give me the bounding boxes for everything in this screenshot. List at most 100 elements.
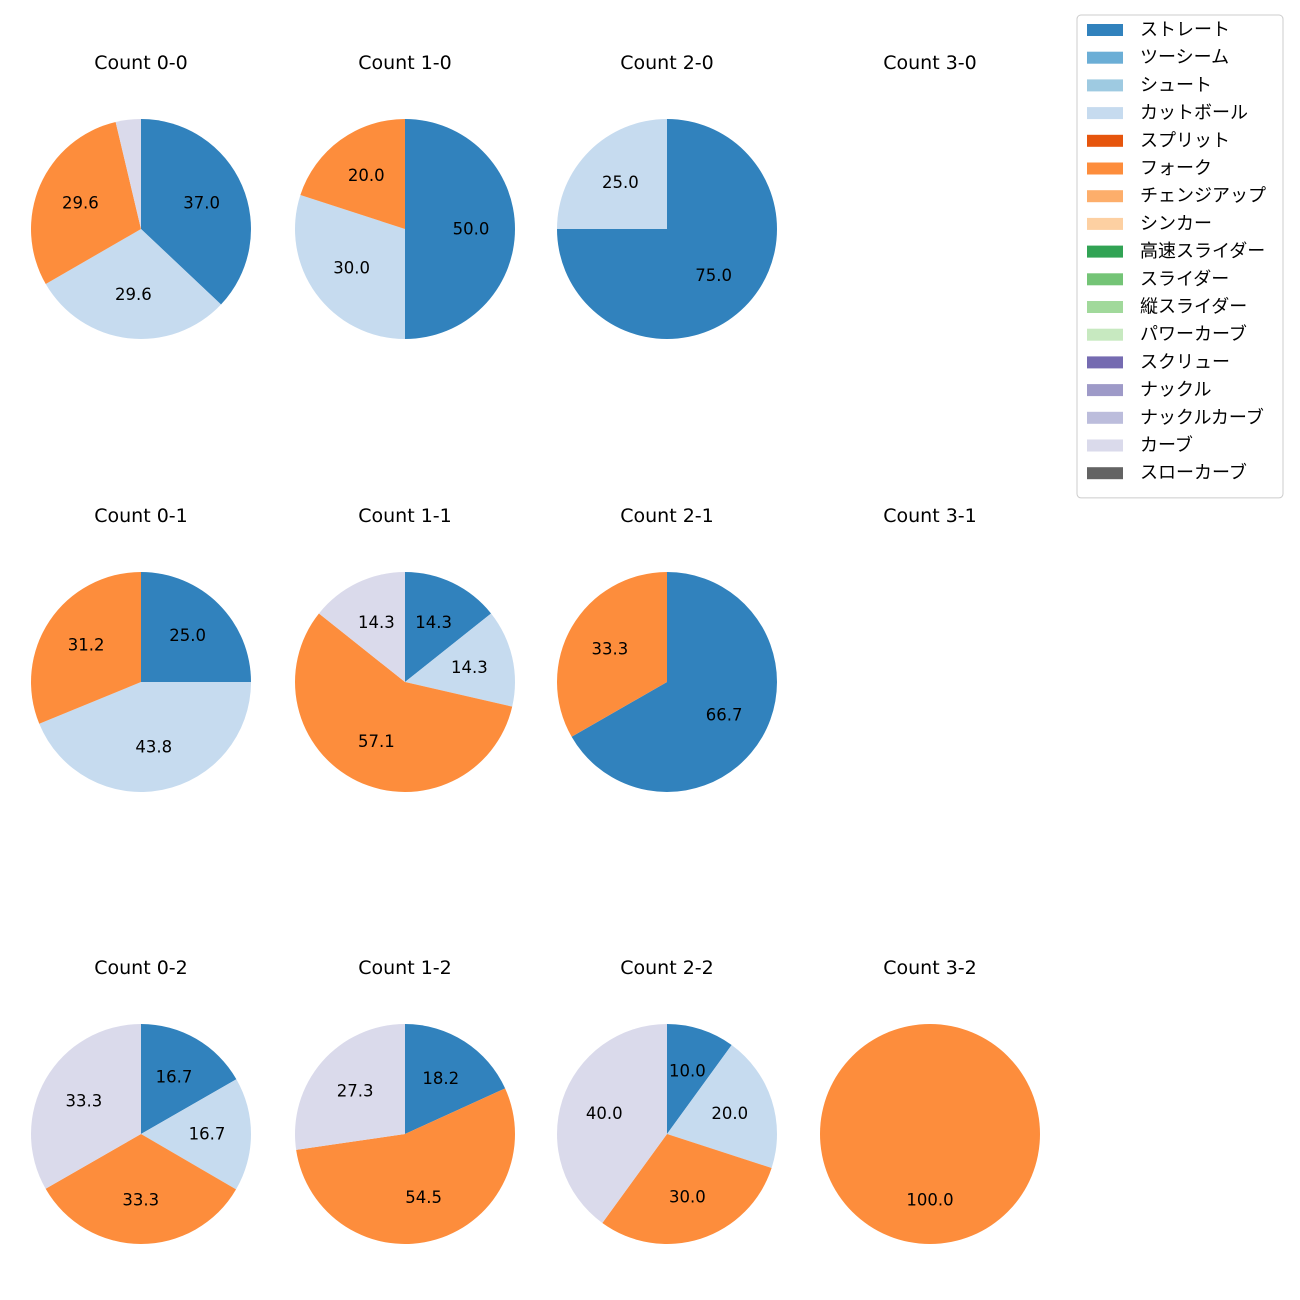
slice-label: 27.3: [337, 1081, 374, 1100]
legend-item: シュート: [1087, 75, 1212, 96]
pie-slice: [31, 572, 141, 724]
slice-label: 14.3: [358, 613, 395, 632]
legend-label: スライダー: [1140, 269, 1229, 290]
slice-label: 66.7: [706, 706, 743, 725]
legend-item: シンカー: [1087, 213, 1212, 234]
slice-label: 54.5: [405, 1188, 442, 1207]
legend-item: スライダー: [1087, 269, 1229, 290]
pie-slice: [30, 121, 141, 285]
slice-label: 29.6: [62, 193, 99, 212]
legend-swatch: [1087, 107, 1123, 120]
pie-slice: [45, 1134, 237, 1244]
slice-label: 20.0: [348, 166, 385, 185]
legend-item: スプリット: [1087, 130, 1230, 151]
legend-item: パワーカーブ: [1087, 323, 1247, 345]
pie-slice: [295, 195, 405, 339]
legend-swatch: [1087, 356, 1123, 369]
slice-label: 50.0: [453, 220, 490, 239]
legend-label: シュート: [1140, 75, 1212, 96]
legend-label: チェンジアップ: [1140, 186, 1266, 207]
pie-slice: [141, 1079, 251, 1190]
legend-item: ストレート: [1087, 20, 1230, 41]
pie-3: Count 2-0 75.0 25.0: [557, 52, 777, 339]
pie-title: Count 2-2: [620, 957, 714, 979]
legend-label: スプリット: [1140, 130, 1230, 151]
legend-swatch: [1087, 384, 1123, 397]
legend-label: シンカー: [1140, 213, 1212, 234]
pie-title: Count 1-1: [358, 505, 452, 527]
slice-label: 14.3: [451, 658, 488, 677]
legend-swatch: [1087, 190, 1123, 203]
slice-label: 33.3: [66, 1091, 103, 1110]
slice-label: 40.0: [586, 1104, 623, 1123]
pie-slice: [571, 572, 777, 792]
pie-4: Count 3-0: [883, 52, 977, 74]
pie-slice: [405, 1024, 506, 1134]
pie-6: Count 1-1 14.3 14.3 57.1 14.3: [295, 505, 515, 792]
pie-slice: [300, 119, 405, 229]
pie-slice: [556, 572, 667, 737]
pie-5: Count 0-1 25.0 43.8 31.2: [31, 505, 251, 792]
legend-swatch: [1087, 245, 1123, 258]
pie-11: Count 2-2 10.0 20.0 30.0 40.0: [557, 957, 777, 1244]
pie-title: Count 1-2: [358, 957, 452, 979]
pie-slice: [31, 1024, 141, 1189]
pie-7: Count 2-1 66.7 33.3: [556, 505, 777, 792]
pie-slice: [667, 1045, 777, 1168]
legend-label: ナックルカーブ: [1140, 406, 1264, 428]
slice-label: 25.0: [169, 626, 206, 645]
legend-item: カーブ: [1087, 434, 1193, 456]
legend-item: 高速スライダー: [1087, 241, 1265, 262]
legend-swatch: [1087, 301, 1123, 313]
pie-slice: [602, 1134, 772, 1244]
legend-swatch: [1087, 79, 1123, 92]
pie-9: Count 0-2 16.7 16.7 33.3 33.3: [31, 957, 251, 1244]
pie-1: Count 0-0 37.0 29.6 29.6: [30, 52, 251, 339]
legend-item: 縦スライダー: [1087, 297, 1247, 318]
legend-label: カットボール: [1140, 103, 1248, 124]
legend-label: フォーク: [1140, 158, 1212, 179]
pie-title: Count 3-2: [883, 957, 977, 979]
legend-item: ナックルカーブ: [1087, 406, 1264, 428]
pie-slice: [141, 119, 251, 305]
legend-label: ツーシーム: [1140, 47, 1229, 68]
slice-label: 75.0: [695, 266, 732, 285]
legend-swatch: [1087, 217, 1123, 230]
slice-label: 20.0: [711, 1104, 748, 1123]
legend-swatch: [1087, 162, 1123, 175]
legend-swatch: [1087, 51, 1123, 64]
legend-label: ストレート: [1140, 20, 1230, 41]
legend-swatch: [1087, 24, 1123, 36]
pie-slice: [141, 1024, 237, 1134]
slice-label: 30.0: [333, 258, 370, 277]
legend-label: カーブ: [1140, 434, 1193, 456]
pie-slice: [667, 1024, 732, 1134]
pie-slice: [557, 1024, 667, 1223]
pie-slice: [141, 572, 251, 682]
legend-swatch: [1087, 467, 1123, 480]
slice-label: 29.6: [115, 285, 152, 304]
slice-label: 10.0: [669, 1062, 706, 1081]
legend-label: 高速スライダー: [1140, 241, 1265, 262]
pie-slice: [557, 119, 667, 229]
legend-swatch: [1087, 328, 1123, 341]
pie-12: Count 3-2 100.0: [820, 957, 1040, 1244]
legend-swatch: [1087, 411, 1123, 424]
legend-item: フォーク: [1087, 158, 1212, 179]
legend-label: スクリュー: [1140, 352, 1230, 373]
legend-swatch: [1087, 439, 1123, 452]
legend-label: 縦スライダー: [1140, 297, 1247, 318]
legend-item: カットボール: [1087, 103, 1248, 124]
legend-swatch: [1087, 134, 1123, 147]
legend-item: ナックル: [1087, 380, 1211, 401]
pie-slice: [405, 119, 515, 339]
slice-label: 37.0: [183, 193, 220, 212]
slice-label: 33.3: [592, 639, 629, 658]
slice-label: 30.0: [669, 1187, 706, 1206]
slice-label: 31.2: [68, 636, 105, 655]
pie-title: Count 1-0: [358, 52, 452, 74]
legend-swatch: [1087, 273, 1123, 286]
pie-2: Count 1-0 50.0 30.0 20.0: [295, 52, 515, 339]
legend-item: スクリュー: [1087, 352, 1230, 373]
